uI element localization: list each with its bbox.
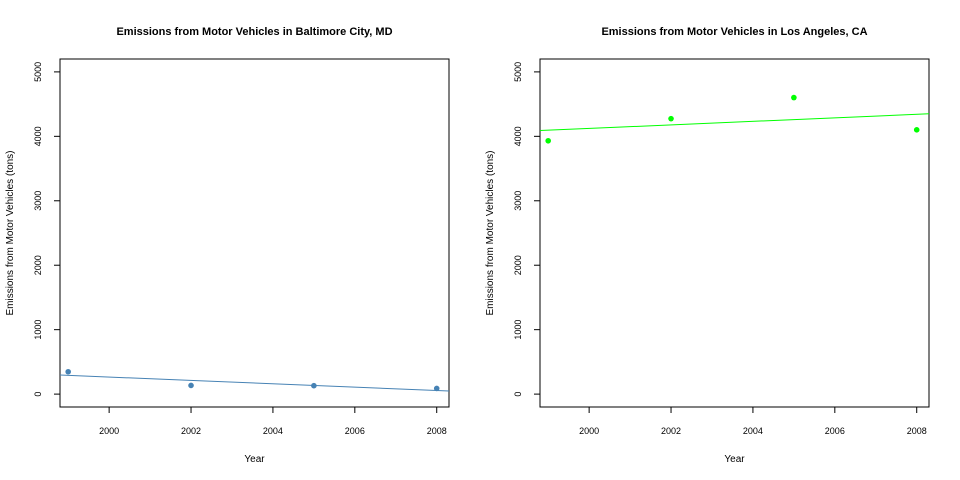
y-tick-label: 4000 [513,126,523,146]
x-tick-label: 2004 [743,426,763,436]
y-tick-label: 1000 [513,320,523,340]
x-tick-label: 2002 [661,426,681,436]
y-tick-label: 3000 [513,191,523,211]
y-tick-label: 5000 [513,62,523,82]
chart-title: Emissions from Motor Vehicles in Baltimo… [116,26,392,38]
baltimore-plot-panel: Emissions from Motor Vehicles in Baltimo… [5,26,450,465]
y-tick-label: 2000 [33,255,43,275]
data-point [65,368,71,375]
x-tick-label: 2008 [907,426,927,436]
x-tick-label: 2006 [345,426,365,436]
x-tick-label: 2002 [181,426,201,436]
data-point [311,382,317,389]
data-point [913,127,920,133]
x-axis-label: Year [724,454,745,465]
x-tick-label: 2000 [99,426,119,436]
data-point [188,382,194,389]
x-tick-label: 2008 [427,426,447,436]
plot-frame [539,58,930,408]
x-axis-label: Year [244,454,265,465]
data-point [433,385,440,392]
y-tick-label: 0 [513,392,523,397]
y-axis-label: Emissions from Motor Vehicles (tons) [485,150,496,315]
y-tick-label: 1000 [33,320,43,340]
trend-line [59,374,450,392]
y-tick-label: 2000 [513,255,523,275]
data-point [791,94,797,101]
los-angeles-plot-panel: Emissions from Motor Vehicles in Los Ang… [485,26,930,465]
y-axis-label: Emissions from Motor Vehicles (tons) [5,150,16,315]
y-tick-label: 0 [33,392,43,397]
y-tick-label: 3000 [33,191,43,211]
plot-frame [59,58,450,408]
trend-line [539,113,930,132]
y-tick-label: 5000 [33,62,43,82]
data-point [545,137,551,144]
chart-title: Emissions from Motor Vehicles in Los Ang… [601,26,867,38]
x-tick-label: 2006 [825,426,845,436]
x-tick-label: 2004 [263,426,283,436]
data-point [668,115,674,122]
x-tick-label: 2000 [579,426,599,436]
y-tick-label: 4000 [33,126,43,146]
